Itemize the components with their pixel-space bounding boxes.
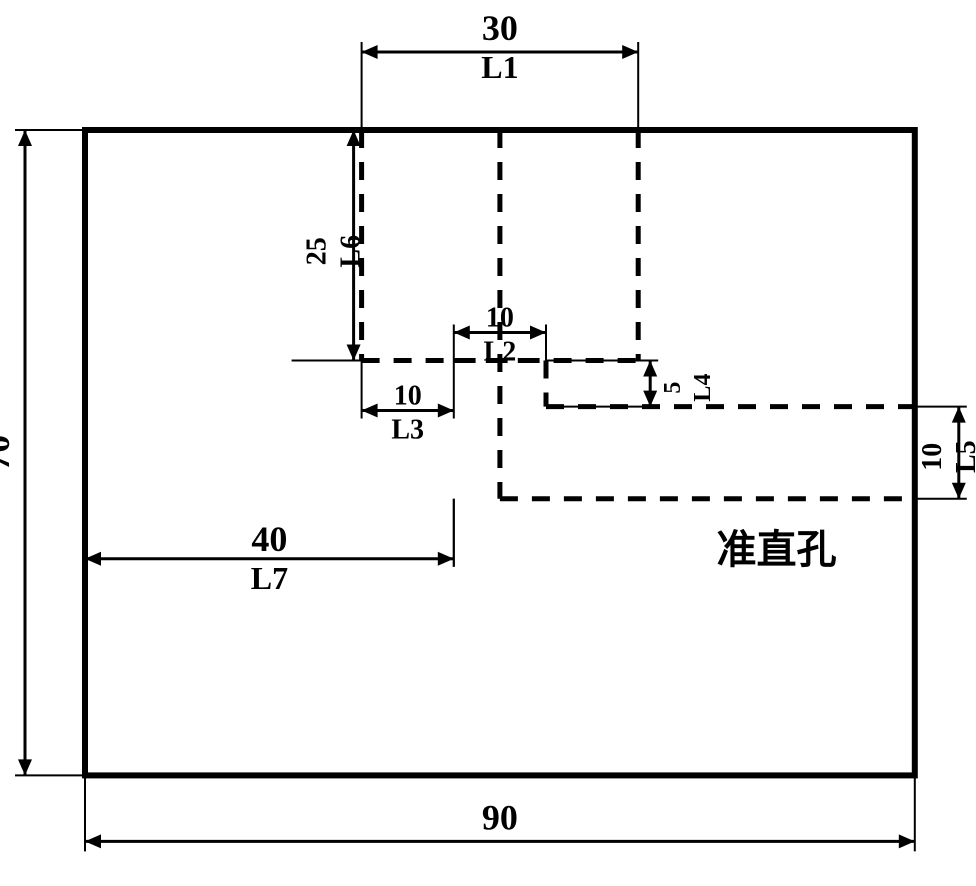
svg-text:L4: L4	[690, 374, 716, 402]
svg-text:10: 10	[917, 443, 948, 471]
svg-text:70: 70	[0, 435, 17, 471]
svg-text:25: 25	[302, 237, 333, 265]
svg-text:10: 10	[486, 303, 514, 334]
svg-text:30: 30	[482, 8, 518, 48]
svg-text:L6: L6	[336, 235, 367, 268]
svg-text:L7: L7	[251, 560, 288, 596]
svg-text:L3: L3	[391, 415, 424, 446]
svg-text:5: 5	[660, 382, 686, 394]
svg-text:L5: L5	[951, 440, 976, 473]
svg-text:L1: L1	[481, 49, 518, 85]
svg-text:L2: L2	[484, 337, 517, 368]
svg-text:40: 40	[251, 519, 287, 559]
hole-label: 准直孔	[717, 527, 837, 572]
svg-text:10: 10	[394, 381, 422, 412]
svg-text:90: 90	[482, 797, 518, 837]
